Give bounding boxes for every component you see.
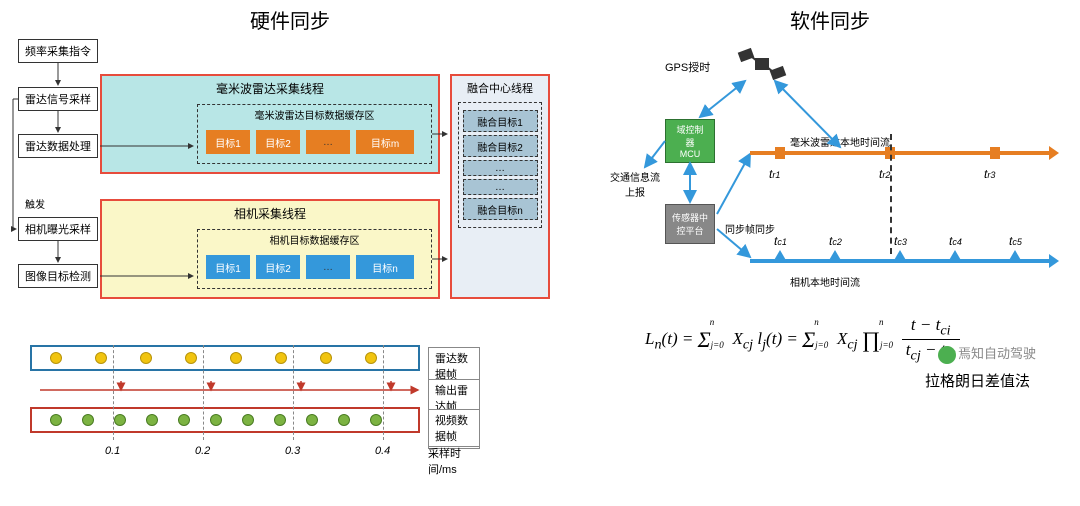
formula-caption: 拉格朗日差值法 [925,370,1030,391]
wechat-icon [938,346,956,364]
radar-timeline [750,151,1050,155]
ts-cam: tc4 [949,234,962,248]
ts-cam: tc3 [894,234,907,248]
software-diagram: GPS授时 域控制 器 MCU 传感器中 控平台 交通信息流 上报 同步帧同步 … [590,39,1060,309]
hardware-diagram: 频率采集指令 雷达信号采样 雷达数据处理 相机曝光采样 图像目标检测 触发 毫米… [10,39,555,309]
fusion-item: 融合目标1 [463,110,538,132]
video-dot [178,414,190,426]
radar-mark [775,147,785,159]
cam-mark [893,250,907,262]
radar-dot [140,352,152,364]
radar-dot [365,352,377,364]
cam-mark [773,250,787,262]
title-hardware: 硬件同步 [10,5,570,34]
output-arrows [30,379,425,401]
axis-label: 采样时间/ms [428,445,480,477]
video-dot [114,414,126,426]
fusion-item: … [463,179,538,195]
video-dot [82,414,94,426]
radar-dot [320,352,332,364]
tick-label: 0.2 [195,445,210,457]
fusion-item: 融合目标n [463,198,538,220]
fusion-title: 融合中心线程 [452,76,548,100]
video-dot [242,414,254,426]
radar-dot [50,352,62,364]
arrows-connectors [95,39,465,309]
cam-mark [1008,250,1022,262]
cam-mark [948,250,962,262]
radar-dot [185,352,197,364]
title-software: 软件同步 [590,5,1070,34]
radar-dot [230,352,242,364]
dash-line [890,134,892,254]
ts-cam: tc2 [829,234,842,248]
watermark: 焉知自动驾驶 [938,343,1036,364]
label-video-frame: 视频数据帧 [428,409,480,447]
video-dot [338,414,350,426]
fusion-thread: 融合中心线程 融合目标1 融合目标2 … … 融合目标n [450,74,550,299]
tick-label: 0.1 [105,445,120,457]
cam-timeline [750,259,1050,263]
radar-frame-row [30,345,420,371]
radar-mark [990,147,1000,159]
radar-dot [95,352,107,364]
ts-cam: tc1 [774,234,787,248]
ts-cam: tc5 [1009,234,1022,248]
sampling-timeline: 雷达数据帧 输出雷达帧+视频帧 视频数据帧 0.10.20.30.4 采样时间/… [30,345,480,485]
video-dot [274,414,286,426]
fusion-item: 融合目标2 [463,135,538,157]
video-dot [306,414,318,426]
fusion-item: … [463,160,538,176]
tick-label: 0.3 [285,445,300,457]
tick-label: 0.4 [375,445,390,457]
video-dot [210,414,222,426]
ts-radar: tr3 [984,167,995,181]
cam-mark [828,250,842,262]
radar-dot [275,352,287,364]
video-dot [370,414,382,426]
ts-radar: tr1 [769,167,780,181]
ts-radar: tr2 [879,167,890,181]
video-dot [146,414,158,426]
video-dot [50,414,62,426]
